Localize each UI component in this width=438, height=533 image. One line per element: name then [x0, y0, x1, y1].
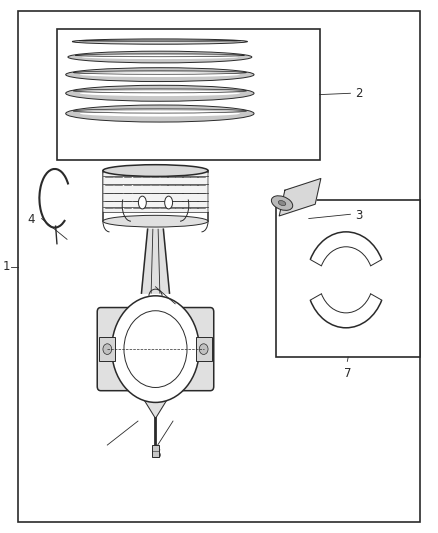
Bar	[152, 445, 159, 457]
Circle shape	[124, 311, 187, 387]
Circle shape	[103, 344, 112, 354]
FancyBboxPatch shape	[97, 308, 214, 391]
Polygon shape	[136, 386, 175, 418]
Polygon shape	[141, 229, 170, 293]
Bar	[276, 200, 420, 357]
Ellipse shape	[72, 39, 247, 44]
Ellipse shape	[68, 51, 252, 63]
Bar	[196, 337, 212, 361]
Ellipse shape	[278, 200, 286, 206]
Ellipse shape	[82, 55, 238, 59]
Ellipse shape	[165, 196, 173, 209]
Text: 4: 4	[27, 213, 35, 226]
Ellipse shape	[138, 196, 146, 209]
Ellipse shape	[272, 196, 293, 211]
Polygon shape	[279, 179, 321, 216]
Polygon shape	[103, 173, 208, 211]
Ellipse shape	[66, 105, 254, 122]
Text: 5: 5	[158, 281, 165, 294]
Bar	[99, 337, 115, 361]
Ellipse shape	[85, 41, 234, 43]
Ellipse shape	[66, 68, 254, 82]
Circle shape	[199, 344, 208, 354]
Ellipse shape	[103, 215, 208, 227]
Text: 2: 2	[355, 87, 362, 100]
Ellipse shape	[103, 165, 208, 176]
Text: 6: 6	[153, 448, 161, 461]
Ellipse shape	[66, 85, 254, 101]
Ellipse shape	[80, 110, 240, 117]
Text: 1: 1	[2, 260, 10, 273]
Bar	[57, 29, 320, 160]
Ellipse shape	[80, 72, 240, 77]
Circle shape	[112, 296, 199, 402]
Text: 7: 7	[343, 367, 351, 379]
Ellipse shape	[80, 91, 240, 96]
Text: 3: 3	[355, 209, 362, 222]
